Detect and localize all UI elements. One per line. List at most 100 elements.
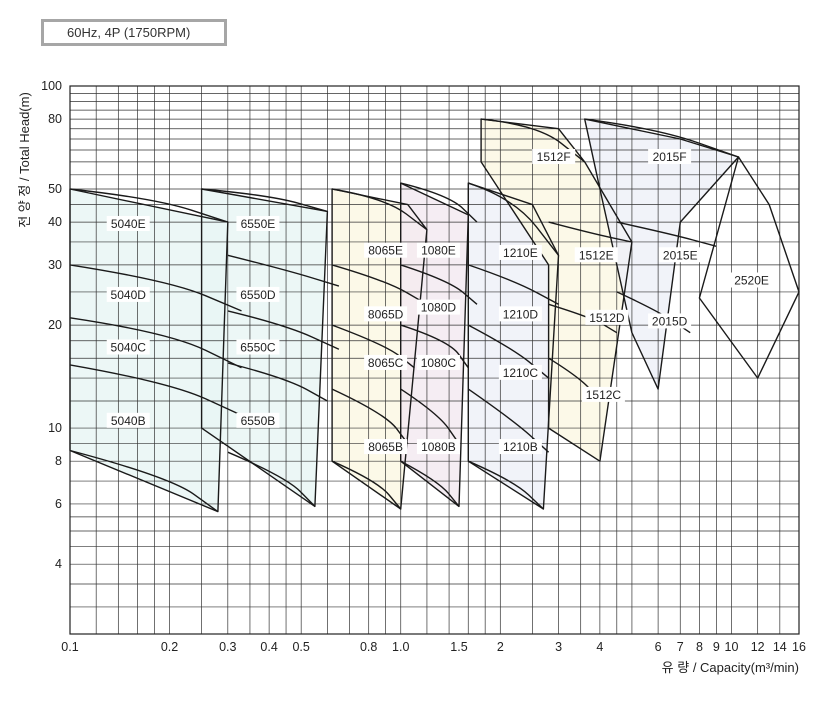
y-tick-label: 80 xyxy=(48,112,62,126)
label-bg-8065C xyxy=(364,354,408,370)
label-bg-2015F xyxy=(648,149,692,165)
x-tick-label: 2 xyxy=(497,640,504,654)
x-tick-label: 8 xyxy=(696,640,703,654)
curve-8065-1 xyxy=(331,264,428,305)
model-label-2520E: 2520E xyxy=(734,274,769,288)
label-bg-1080B xyxy=(416,439,460,455)
speed-badge: 60Hz, 4P (1750RPM) xyxy=(41,19,227,46)
plot-frame xyxy=(69,85,800,635)
x-tick-label: 0.8 xyxy=(360,640,377,654)
y-tick-label: 30 xyxy=(48,258,62,272)
model-label-1210B: 1210B xyxy=(503,440,538,454)
model-label-2015D: 2015D xyxy=(652,314,688,328)
model-label-1512C: 1512C xyxy=(586,388,622,402)
region-1210-outline xyxy=(467,182,560,510)
model-label-6550B: 6550B xyxy=(241,414,276,428)
model-label-1512F: 1512F xyxy=(537,150,571,164)
x-tick-label: 9 xyxy=(713,640,720,654)
label-bg-8065E xyxy=(364,242,408,258)
region-1512-outline xyxy=(480,118,633,462)
label-bg-6550D xyxy=(236,286,280,302)
y-axis-title: 전 양 정 / Total Head(m) xyxy=(17,92,32,228)
y-tick-label: 4 xyxy=(55,557,62,571)
curve-8065-0 xyxy=(331,188,428,231)
model-label-5040D: 5040D xyxy=(111,288,147,302)
y-tick-label: 6 xyxy=(55,497,62,511)
curve-1512-0 xyxy=(481,118,586,163)
region-8065-outline xyxy=(331,188,428,510)
x-tick-label: 6 xyxy=(655,640,662,654)
curve-1210-0 xyxy=(468,182,560,256)
label-bg-1080D xyxy=(416,299,460,315)
model-label-6550E: 6550E xyxy=(241,217,276,231)
model-label-5040E: 5040E xyxy=(111,217,146,231)
model-label-5040B: 5040B xyxy=(111,414,146,428)
label-bg-6550C xyxy=(236,339,280,355)
curve-1080-3 xyxy=(400,388,460,445)
curve-1080-2 xyxy=(400,324,469,369)
model-label-1080C: 1080C xyxy=(421,356,457,370)
model-label-1210D: 1210D xyxy=(503,307,539,321)
y-tick-label: 20 xyxy=(48,318,62,332)
label-bg-1080C xyxy=(416,354,460,370)
y-tick-labels: 4 6 8 10 20 30 40 50 80 100 xyxy=(41,79,62,571)
model-label-1210C: 1210C xyxy=(503,366,539,380)
curve-8065-3 xyxy=(331,388,409,445)
x-tick-label: 0.3 xyxy=(219,640,236,654)
label-bg-8065B xyxy=(364,439,408,455)
performance-curves xyxy=(69,118,800,513)
curve-1080-4 xyxy=(400,460,460,507)
label-bg-5040B xyxy=(106,412,150,428)
x-tick-label: 16 xyxy=(792,640,806,654)
y-tick-label: 10 xyxy=(48,421,62,435)
y-tick-label: 8 xyxy=(55,454,62,468)
model-label-8065C: 8065C xyxy=(368,356,404,370)
y-tick-label: 100 xyxy=(41,79,62,93)
label-bg-1080E xyxy=(416,242,460,258)
model-label-6550C: 6550C xyxy=(240,340,276,354)
y-tick-label: 50 xyxy=(48,182,62,196)
label-bg-2520E xyxy=(730,272,774,288)
label-bg-6550B xyxy=(236,412,280,428)
label-bg-1210B xyxy=(498,439,542,455)
model-label-2015F: 2015F xyxy=(653,150,687,164)
label-bg-1210D xyxy=(498,306,542,322)
curve-6550-4 xyxy=(227,451,316,507)
x-tick-label: 4 xyxy=(596,640,603,654)
region-1080-fill xyxy=(400,183,469,507)
curve-8065-4 xyxy=(331,460,402,510)
model-label-1512D: 1512D xyxy=(589,311,625,325)
x-tick-labels: 0.1 0.2 0.3 0.4 0.5 0.8 1.0 1.5 2 3 4 6 7 8 9 10 12 14 16 xyxy=(61,640,806,654)
x-tick-label: 14 xyxy=(773,640,787,654)
curve-2015-1 xyxy=(616,221,717,247)
curve-1080-1 xyxy=(400,264,478,305)
x-tick-label: 0.4 xyxy=(260,640,277,654)
model-label-8065D: 8065D xyxy=(368,307,404,321)
label-bg-5040D xyxy=(106,286,150,302)
curve-2015-0 xyxy=(584,118,739,158)
x-tick-label: 0.1 xyxy=(61,640,78,654)
label-bg-1210C xyxy=(498,364,542,380)
model-label-8065E: 8065E xyxy=(368,244,403,258)
curve-1210-4 xyxy=(468,460,544,510)
model-label-1080D: 1080D xyxy=(421,301,457,315)
model-label-2015E: 2015E xyxy=(663,248,698,262)
label-bg-1512D xyxy=(585,309,629,325)
y-tick-label: 40 xyxy=(48,215,62,229)
curve-6550-1 xyxy=(227,254,340,287)
label-bg-2015D xyxy=(648,313,692,329)
x-tick-label: 0.5 xyxy=(292,640,309,654)
region-2015-outline xyxy=(584,118,740,390)
x-tick-label: 0.2 xyxy=(161,640,178,654)
model-label-5040C: 5040C xyxy=(111,340,147,354)
x-tick-label: 10 xyxy=(725,640,739,654)
model-label-6550D: 6550D xyxy=(240,288,276,302)
curve-1210-2 xyxy=(467,324,550,379)
curve-5040-0 xyxy=(69,188,229,223)
x-tick-label: 1.0 xyxy=(392,640,409,654)
label-bg-1512C xyxy=(581,386,625,402)
region-2520-outline xyxy=(698,156,800,379)
region-2520-fill xyxy=(699,157,799,379)
x-tick-label: 7 xyxy=(677,640,684,654)
